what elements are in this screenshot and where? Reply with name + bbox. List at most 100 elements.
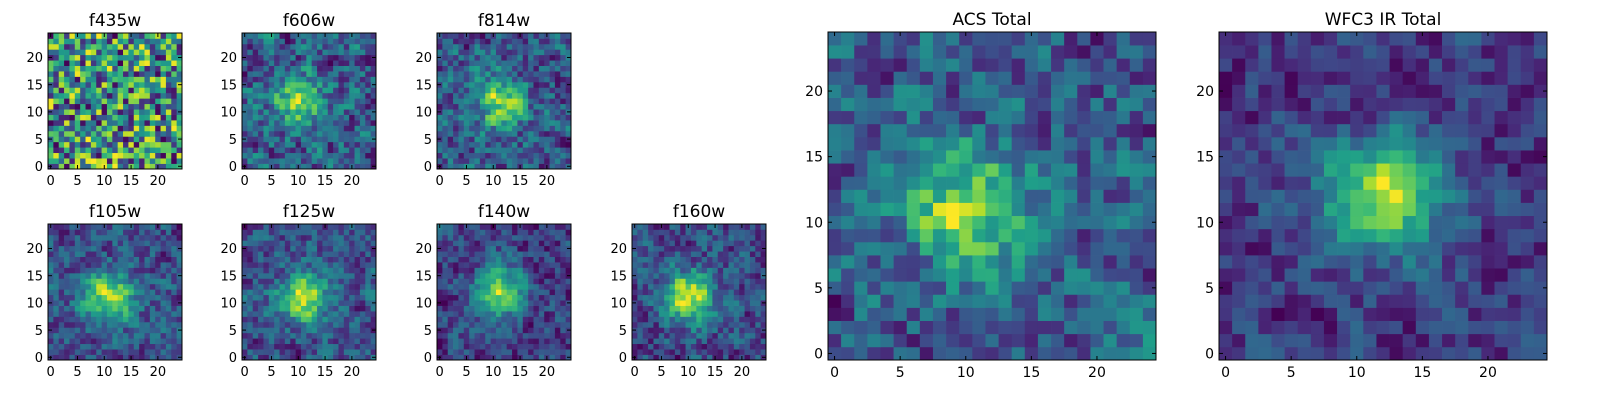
heatmap-cell bbox=[739, 300, 745, 306]
heatmap-cell bbox=[906, 255, 921, 269]
heatmap-cell bbox=[533, 327, 540, 334]
heatmap-cell bbox=[642, 245, 649, 252]
heatmap-cell bbox=[128, 294, 135, 301]
heatmap-cell bbox=[506, 81, 513, 88]
heatmap-cell bbox=[311, 92, 318, 99]
heatmap-cell bbox=[554, 289, 561, 296]
heatmap-cell bbox=[268, 267, 275, 274]
heatmap-cell bbox=[522, 234, 529, 241]
heatmap-cell bbox=[58, 54, 65, 61]
heatmap-cell bbox=[669, 251, 676, 257]
heatmap-cell bbox=[155, 338, 161, 345]
heatmap-cell bbox=[442, 251, 449, 257]
heatmap-cell bbox=[458, 289, 465, 296]
heatmap-cell bbox=[680, 349, 686, 355]
heatmap-cell bbox=[155, 311, 161, 317]
heatmap-cell bbox=[744, 229, 751, 236]
heatmap-cell bbox=[295, 158, 302, 164]
heatmap-cell bbox=[728, 321, 735, 328]
heatmap-cell bbox=[517, 103, 524, 110]
heatmap-cell bbox=[284, 332, 291, 339]
heatmap-cell bbox=[533, 141, 540, 148]
heatmap-cell bbox=[139, 245, 145, 252]
heatmap-cell bbox=[463, 152, 470, 159]
heatmap-cell bbox=[349, 234, 355, 241]
heatmap-cell bbox=[365, 92, 371, 99]
heatmap-cell bbox=[522, 60, 529, 66]
heatmap-cell bbox=[495, 343, 502, 350]
heatmap-cell bbox=[338, 338, 345, 345]
heatmap-cell bbox=[258, 343, 264, 350]
heatmap-cell bbox=[306, 92, 313, 99]
heatmap-cell bbox=[680, 354, 686, 361]
heatmap-cell bbox=[359, 109, 366, 115]
heatmap-cell bbox=[274, 60, 280, 66]
heatmap-cell bbox=[867, 333, 881, 348]
heatmap-cell bbox=[506, 251, 513, 257]
heatmap-cell bbox=[717, 316, 724, 323]
heatmap-cell bbox=[123, 267, 129, 274]
heatmap-cell bbox=[165, 163, 172, 170]
heatmap-cell bbox=[485, 49, 491, 56]
heatmap-cell bbox=[123, 294, 129, 301]
heatmap-cell bbox=[284, 163, 291, 170]
heatmap-cell bbox=[295, 332, 302, 339]
heatmap-cell bbox=[128, 256, 135, 263]
y-tick-label: 5 bbox=[35, 133, 43, 148]
heatmap-cell bbox=[290, 224, 296, 230]
heatmap-cell bbox=[533, 251, 540, 257]
heatmap-cell bbox=[101, 65, 108, 72]
heatmap-cell bbox=[338, 327, 345, 334]
heatmap-cell bbox=[453, 311, 459, 317]
heatmap-cell bbox=[653, 229, 660, 236]
heatmap-cell bbox=[128, 316, 135, 323]
heatmap-cell bbox=[96, 283, 102, 290]
heatmap-cell bbox=[442, 224, 449, 230]
heatmap-cell bbox=[370, 120, 377, 126]
y-tick-label: 15 bbox=[610, 269, 627, 284]
heatmap-cell bbox=[333, 71, 339, 77]
heatmap-cell bbox=[841, 307, 855, 321]
heatmap-cell bbox=[919, 176, 934, 190]
heatmap-cell bbox=[343, 103, 350, 110]
heatmap-cell bbox=[463, 278, 470, 285]
heatmap-cell bbox=[637, 300, 644, 306]
heatmap-cell bbox=[117, 49, 124, 56]
heatmap-cell bbox=[906, 346, 921, 361]
heatmap-cell bbox=[533, 278, 540, 285]
heatmap-cell bbox=[517, 158, 524, 164]
heatmap-cell bbox=[311, 103, 318, 110]
heatmap-cell bbox=[338, 256, 345, 263]
heatmap-cell bbox=[155, 54, 161, 61]
heatmap-cell bbox=[696, 283, 703, 290]
heatmap-cell bbox=[469, 60, 475, 66]
heatmap-cell bbox=[664, 316, 670, 323]
heatmap-cell bbox=[760, 283, 767, 290]
heatmap-cell bbox=[501, 60, 508, 66]
heatmap-cell bbox=[300, 305, 307, 312]
heatmap-cell bbox=[117, 224, 124, 230]
heatmap-cell bbox=[490, 130, 497, 137]
heatmap-cell bbox=[479, 76, 486, 83]
heatmap-cell bbox=[268, 87, 275, 94]
heatmap-cell bbox=[176, 349, 183, 355]
y-tick-label: 5 bbox=[424, 133, 432, 148]
heatmap-cell bbox=[565, 343, 572, 350]
heatmap-cell bbox=[263, 289, 270, 296]
heatmap-cell bbox=[322, 245, 329, 252]
heatmap-cell bbox=[149, 332, 156, 339]
heatmap-cell bbox=[701, 300, 708, 306]
heatmap-cell bbox=[69, 316, 76, 323]
heatmap-cell bbox=[322, 114, 329, 121]
heatmap-cell bbox=[632, 343, 638, 350]
heatmap-cell bbox=[554, 283, 561, 290]
heatmap-cells bbox=[437, 224, 572, 361]
heatmap-cell bbox=[247, 343, 254, 350]
heatmap-cell bbox=[707, 305, 713, 312]
heatmap-cell bbox=[517, 152, 524, 159]
heatmap-cell bbox=[74, 278, 81, 285]
heatmap-cell bbox=[349, 114, 355, 121]
heatmap-cell bbox=[274, 65, 280, 72]
heatmap-cell bbox=[311, 38, 318, 45]
heatmap-cell bbox=[263, 349, 270, 355]
